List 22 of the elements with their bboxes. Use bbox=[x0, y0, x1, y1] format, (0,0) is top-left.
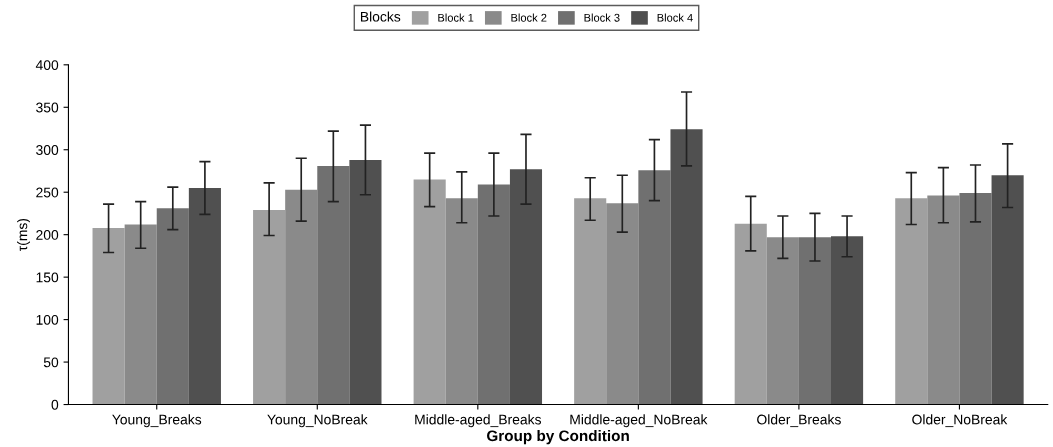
y-tick-label: 50 bbox=[43, 357, 59, 368]
legend-label: Block 3 bbox=[584, 13, 620, 22]
x-tick-label: Older_Breaks bbox=[757, 414, 841, 428]
legend-title: Blocks bbox=[360, 11, 401, 22]
x-tick-label: Middle-aged_Breaks bbox=[415, 414, 542, 428]
x-tick-label: Young_NoBreak bbox=[267, 414, 368, 428]
legend-label: Block 2 bbox=[511, 13, 547, 22]
y-tick-label: 400 bbox=[35, 60, 59, 70]
y-tick-label: 100 bbox=[36, 314, 59, 325]
x-tick-label: Older_NoBreak bbox=[912, 414, 1008, 428]
x-axis-title: Group by Condition bbox=[487, 429, 629, 445]
y-axis-title: τ(ms) bbox=[17, 218, 30, 252]
legend-label: Block 4 bbox=[657, 13, 693, 22]
y-tick-label: 0 bbox=[51, 399, 59, 410]
y-tick-label: 300 bbox=[36, 145, 59, 155]
x-tick-label: Middle-aged_NoBreak bbox=[570, 414, 708, 428]
y-tick-label: 150 bbox=[36, 272, 59, 283]
y-tick-label: 350 bbox=[36, 102, 59, 113]
x-tick-label: Young_Breaks bbox=[112, 414, 202, 428]
y-tick-label: 200 bbox=[36, 230, 59, 240]
y-tick-label: 250 bbox=[36, 187, 59, 198]
legend-label: Block 1 bbox=[438, 13, 474, 22]
